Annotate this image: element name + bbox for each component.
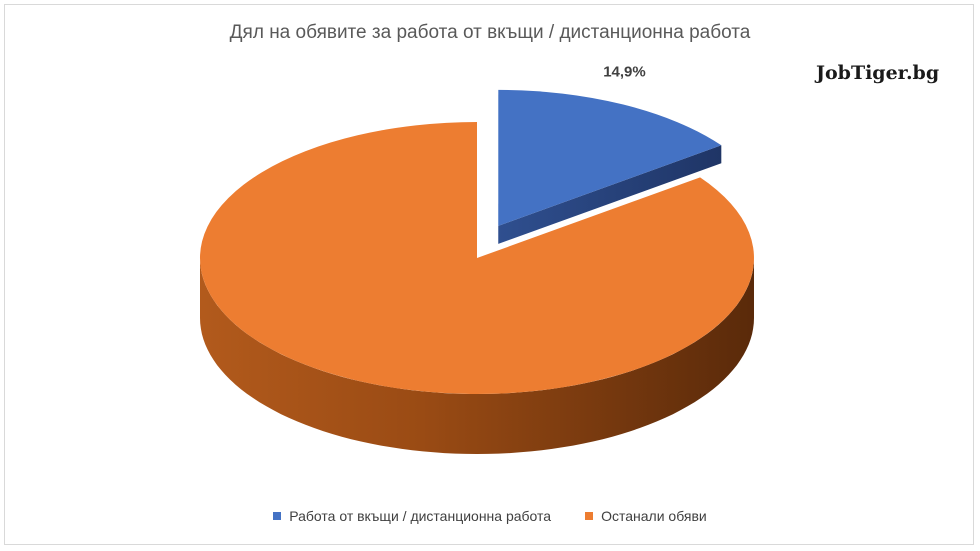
chart-title: Дял на обявите за работа от вкъщи / дист…	[229, 22, 751, 43]
legend-label-remote: Работа от вкъщи / дистанционна работа	[289, 508, 552, 524]
pie-slice-remote-side	[498, 145, 722, 244]
legend-label-other: Останали обяви	[601, 508, 707, 524]
data-label-remote: 14,9%	[603, 64, 646, 81]
pie-slice-other-side	[200, 258, 754, 454]
pie-slice-remote	[498, 89, 722, 226]
legend-swatch-other	[585, 512, 594, 520]
brand-watermark: JobTiger.bg	[816, 62, 940, 84]
legend-item-other: Останали обяви	[585, 508, 707, 524]
chart-legend: Работа от вкъщи / дистанционна работа Ос…	[0, 508, 980, 524]
legend-item-remote: Работа от вкъщи / дистанционна работа	[273, 508, 551, 524]
legend-swatch-remote	[273, 512, 282, 520]
pie-slice-other	[199, 122, 754, 395]
